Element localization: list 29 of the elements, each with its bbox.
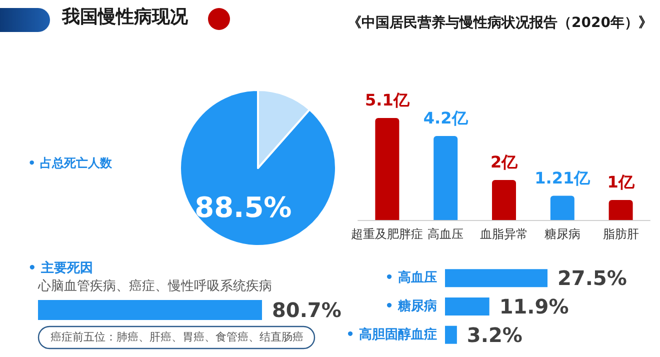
y-tick-label: • 糖尿病 [385, 298, 437, 314]
chart-title: 我国慢性病现况 [61, 6, 189, 28]
x-tick-label: 高血压 [428, 227, 464, 241]
x-tick-label: 超重及肥胖症 [351, 227, 424, 241]
data-label: 1.21亿 [534, 168, 592, 188]
data-label: 27.5% [558, 266, 627, 290]
data-label: 1亿 [607, 172, 636, 192]
bar [375, 118, 400, 220]
text: • 主要死因 [28, 260, 93, 276]
slice-label: • 占总死亡人数 [28, 156, 113, 170]
x-tick-label: 血脂异常 [480, 227, 528, 241]
bar [492, 180, 516, 220]
text: 癌症前五位：肺癌、肝癌、胃癌、食管癌、结直肠癌 [50, 330, 304, 344]
bar [434, 136, 458, 220]
data-label: 80.7% [272, 298, 342, 322]
chart-title: 《中国居民营养与慢性病状况报告（2020年）》 [348, 14, 652, 31]
bar [608, 200, 633, 220]
data-label: 11.9% [499, 294, 569, 318]
data-label: 2亿 [490, 152, 519, 172]
data-label: 3.2% [466, 322, 522, 347]
data-label: 88.5% [194, 190, 292, 224]
y-tick-label: • 高血压 [385, 270, 437, 286]
x-tick-label: 脂肪肝 [602, 227, 639, 241]
data-label: 5.1亿 [365, 90, 410, 110]
y-tick-label: • 高胆固醇血症 [346, 326, 437, 342]
data-label: 4.2亿 [423, 108, 469, 128]
x-tick-label: 糖尿病 [544, 227, 580, 241]
y-tick-label: 心脑血管疾病、癌症、慢性呼吸系统疾病 [37, 278, 272, 294]
bar [550, 196, 574, 220]
